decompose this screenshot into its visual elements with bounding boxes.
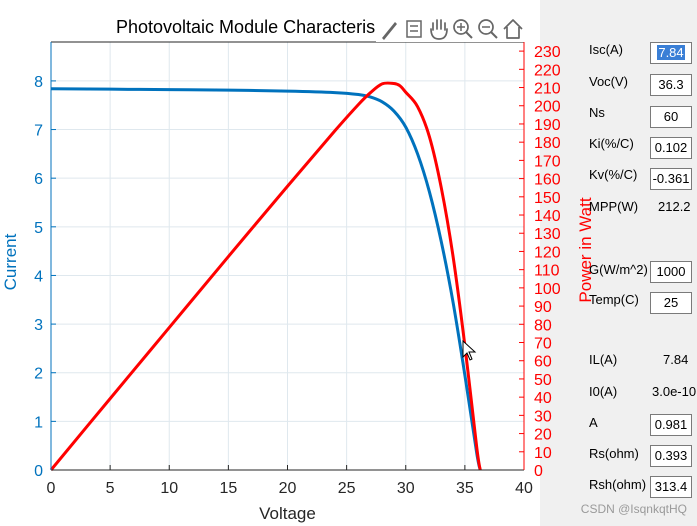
- temp-label: Temp(C): [589, 292, 639, 307]
- y-right-tick-label: 220: [534, 62, 561, 79]
- y-right-tick-label: 200: [534, 99, 561, 116]
- ki-input[interactable]: 0.102: [650, 137, 692, 159]
- x-axis-label: Voltage: [259, 504, 316, 523]
- current-series-line: [50, 87, 482, 471]
- ki-label: Ki(%/C): [589, 136, 634, 151]
- isc-label: Isc(A): [589, 42, 623, 57]
- y-left-tick-label: 3: [34, 317, 43, 334]
- y-left-tick-label: 0: [34, 463, 43, 480]
- i0-label: I0(A): [589, 384, 618, 399]
- hand-shape: [430, 19, 448, 40]
- il-value: 7.84: [663, 352, 689, 367]
- y-right-tick-label: 40: [534, 390, 552, 407]
- rsh-input[interactable]: 313.4: [650, 476, 692, 498]
- g-input[interactable]: 1000: [650, 261, 692, 283]
- x-tick-label: 30: [397, 480, 415, 497]
- mouse-cursor-icon: [462, 339, 477, 361]
- y-right-tick-label: 120: [534, 244, 561, 261]
- lens: [453, 19, 469, 35]
- y-left-tick-label: 4: [34, 268, 43, 285]
- x-tick-label: 20: [279, 480, 297, 497]
- y-right-tick-label: 160: [534, 172, 561, 189]
- x-tick-label: 0: [47, 480, 56, 497]
- x-tick-label: 40: [515, 480, 533, 497]
- g-label: G(W/m^2): [589, 262, 648, 277]
- y-right-tick-label: 190: [534, 117, 561, 134]
- temp-input[interactable]: 25: [650, 292, 692, 314]
- toolbar-background: [376, 14, 526, 42]
- y-right-tick-label: 80: [534, 317, 552, 334]
- a-label: A: [589, 415, 598, 430]
- lens-handle: [465, 31, 473, 39]
- voc-label: Voc(V): [589, 74, 629, 89]
- chart-title: Photovoltaic Module Characteris: [116, 17, 375, 37]
- x-tick-label: 35: [456, 480, 474, 497]
- y-right-tick-label: 150: [534, 190, 561, 207]
- x-tick-label: 5: [106, 480, 115, 497]
- data-tip-frame: [406, 20, 422, 38]
- axes-group: 0 5 10 15 20 25 30 35 40012345678010203040506070…: [34, 41, 561, 497]
- brush-handle: [382, 22, 397, 40]
- home-icon[interactable]: [503, 19, 523, 39]
- grid-lines: [50, 42, 525, 471]
- il-label: IL(A): [589, 352, 618, 367]
- y-right-tick-label: 130: [534, 226, 561, 243]
- mpp-label: MPP(W): [589, 199, 639, 214]
- kv-input[interactable]: -0.361: [650, 168, 692, 190]
- y-right-tick-label: 100: [534, 281, 561, 298]
- y-left-tick-label: 2: [34, 366, 43, 383]
- zoom-out-icon[interactable]: [478, 19, 498, 39]
- brush-icon[interactable]: [382, 22, 397, 40]
- y-right-tick-label: 230: [534, 44, 561, 61]
- isc-value: 7.84: [657, 45, 685, 60]
- y-left-tick-label: 8: [34, 74, 43, 91]
- a-input[interactable]: 0.981: [650, 414, 692, 436]
- y-axis-label-left: Current: [1, 233, 20, 290]
- y-right-tick-label: 170: [534, 153, 561, 170]
- y-left-tick-label: 7: [34, 123, 43, 140]
- y-left-tick-label: 5: [34, 220, 43, 237]
- zoom-in-icon[interactable]: [453, 19, 473, 39]
- kv-label: Kv(%/C): [589, 167, 638, 182]
- y-right-tick-label: 210: [534, 81, 561, 98]
- i0-value: 3.0e-10: [652, 384, 697, 399]
- y-right-tick-label: 50: [534, 372, 552, 389]
- y-left-tick-label: 6: [34, 171, 43, 188]
- y-right-tick-label: 180: [534, 135, 561, 152]
- power-series-line: [49, 81, 482, 471]
- y-axis-label-right: Power in Watt: [576, 197, 595, 302]
- y-right-tick-label: 60: [534, 354, 552, 371]
- x-tick-label: 15: [219, 480, 237, 497]
- pan-hand-icon[interactable]: [430, 19, 448, 40]
- voc-input[interactable]: 36.3: [650, 74, 692, 96]
- rs-input[interactable]: 0.393: [650, 445, 692, 467]
- y-right-tick-label: 10: [534, 445, 552, 462]
- mpp-value: 212.2: [658, 199, 691, 214]
- y-right-tick-label: 140: [534, 208, 561, 225]
- watermark: CSDN @IsqnkqtHQ: [580, 502, 687, 516]
- y-right-tick-label: 70: [534, 336, 552, 353]
- y-right-tick-label: 20: [534, 427, 552, 444]
- rsh-label: Rsh(ohm): [589, 477, 647, 492]
- x-tick-label: 10: [160, 480, 178, 497]
- y-right-tick-label: 90: [534, 299, 552, 316]
- rs-label: Rs(ohm): [589, 446, 639, 461]
- data-tip-icon[interactable]: [406, 20, 422, 38]
- lens-handle: [490, 31, 498, 39]
- ns-label: Ns: [589, 105, 605, 120]
- house-shape: [503, 19, 523, 39]
- isc-input[interactable]: 7.84: [650, 42, 692, 64]
- y-right-tick-label: 0: [534, 463, 543, 480]
- ns-input[interactable]: 60: [650, 106, 692, 128]
- x-tick-label: 25: [338, 480, 356, 497]
- y-left-tick-label: 1: [34, 414, 43, 431]
- lens: [478, 19, 494, 35]
- axes-toolbar: [376, 14, 526, 42]
- y-right-tick-label: 30: [534, 408, 552, 425]
- series-group: [49, 81, 482, 471]
- y-right-tick-label: 110: [534, 263, 560, 280]
